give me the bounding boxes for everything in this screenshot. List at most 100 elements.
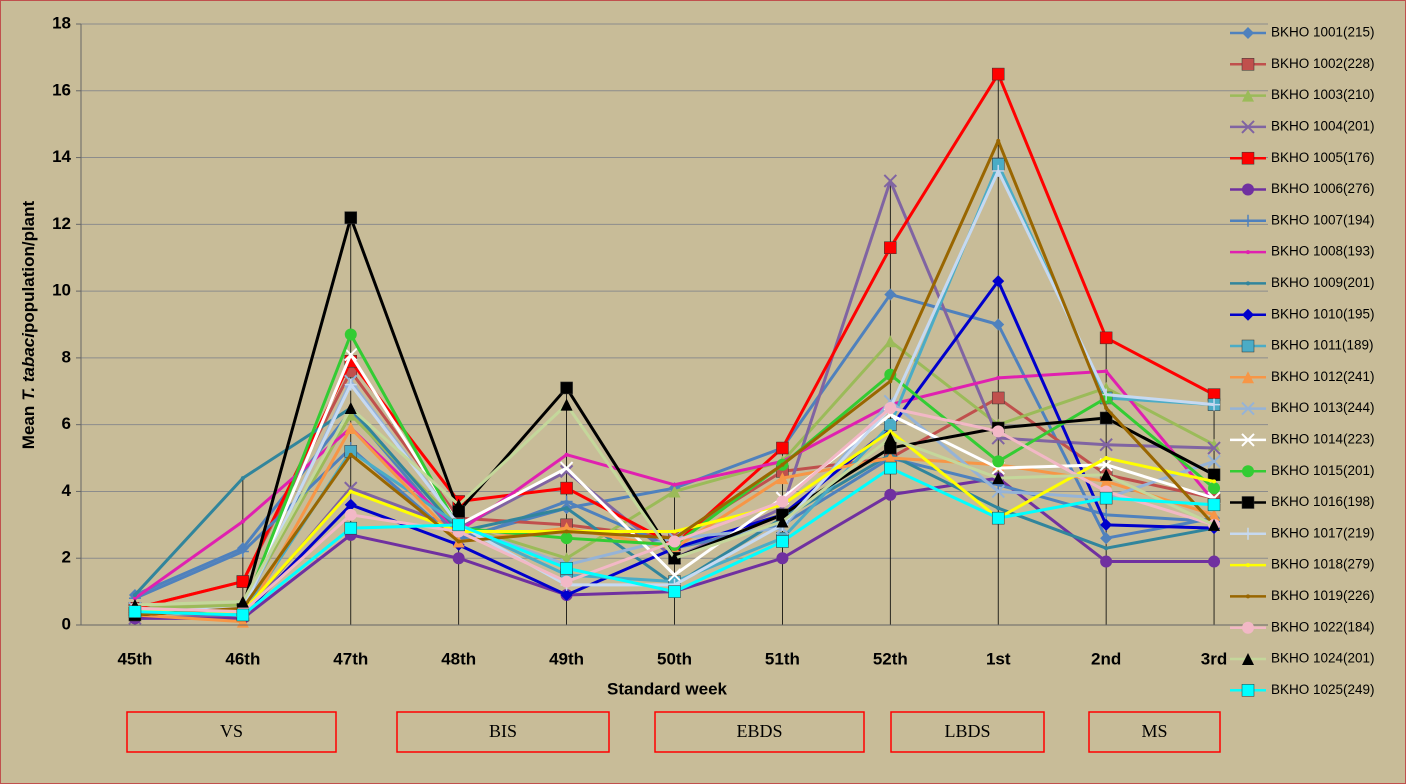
point [236,575,250,588]
point [1246,594,1250,599]
point [1241,339,1255,353]
point [776,495,789,508]
legend-label: BKHO 1024(201) [1271,651,1375,666]
point [992,318,1005,331]
point [1242,89,1254,102]
x-tick-label: 49th [549,649,584,668]
point [1241,151,1255,165]
point [344,347,358,362]
stage-label: BIS [489,721,517,741]
point [560,561,573,575]
point [883,174,898,188]
point [668,485,681,498]
point [236,608,250,622]
point [1208,508,1221,521]
y-tick-label: 12 [52,214,71,233]
point [132,596,137,601]
point [1242,653,1254,665]
legend-label: BKHO 1007(194) [1271,212,1375,227]
axes: 0 2 4 6 8 10 12 14 16 18 45th 46th 47th 48th 49th 50th 5… [52,13,1268,668]
stage-box [1088,711,1221,753]
point [452,552,465,565]
point [1241,58,1255,71]
y-tick-label: 8 [62,347,71,366]
y-tick-label: 0 [62,614,71,633]
point [1241,433,1255,447]
x-tick-label: 50th [657,649,692,668]
point [559,464,574,479]
stage-box [654,711,865,753]
point [236,595,249,608]
y-tick-label: 2 [62,548,71,567]
stage-label: LBDS [944,721,990,741]
y-label-part: T. tabaci [19,332,38,401]
point [344,521,358,535]
point [344,408,357,421]
point [884,335,897,348]
point [884,288,897,301]
stage-box [126,711,337,753]
point [1241,401,1255,416]
point [884,488,897,501]
point [1104,405,1109,410]
point [996,375,1001,380]
legend-label: BKHO 1004(201) [1271,118,1375,133]
point [780,462,785,467]
x-tick-label: 52th [873,649,908,668]
point [1207,498,1221,512]
point [991,484,1005,499]
point [884,401,897,414]
stage-box [890,711,1045,753]
point [1100,468,1113,481]
legend-label: BKHO 1014(223) [1271,431,1375,446]
point [1241,120,1255,134]
x-tick-label: 3rd [1201,649,1227,668]
point [240,476,245,481]
stage-label: MS [1141,721,1167,741]
point [1208,555,1221,568]
point [1099,331,1113,345]
point [1241,684,1255,697]
legend-label: BKHO 1018(279) [1271,557,1375,572]
point [344,498,357,511]
point [888,379,893,384]
point [560,381,573,395]
legend-label: BKHO 1003(210) [1271,87,1375,102]
point [344,422,357,435]
point [559,461,574,475]
point [1242,465,1254,478]
point [668,585,681,598]
point [1208,482,1221,495]
point [1207,441,1221,455]
x-tick-label: 46th [225,649,260,668]
point [884,432,897,445]
point [996,138,1001,143]
point [884,461,897,475]
legend-label: BKHO 1005(176) [1271,150,1375,165]
legend: BKHO 1001(215) BKHO 1002(228) BKHO 1003(21… [1230,25,1375,697]
point [1241,496,1255,509]
point [888,429,893,434]
point [452,518,465,532]
legend-label: BKHO 1010(195) [1271,306,1375,321]
point [992,425,1005,438]
legend-label: BKHO 1025(249) [1271,682,1375,697]
point [132,592,137,597]
stage-label: VS [220,721,243,741]
point [1099,491,1113,505]
point [344,445,358,458]
point [1100,518,1113,531]
point [564,529,569,534]
legend-label: BKHO 1009(201) [1271,275,1375,290]
y-tick-label: 6 [62,414,71,433]
point [1208,518,1221,531]
y-label-part: Mean [19,406,38,449]
x-axis-label: Standard week [607,679,728,698]
y-tick-label: 10 [52,281,71,300]
legend-label: BKHO 1006(276) [1271,181,1375,196]
point [1246,250,1250,255]
point [1242,308,1254,321]
stage-label: EBDS [736,721,782,741]
point [776,472,789,485]
